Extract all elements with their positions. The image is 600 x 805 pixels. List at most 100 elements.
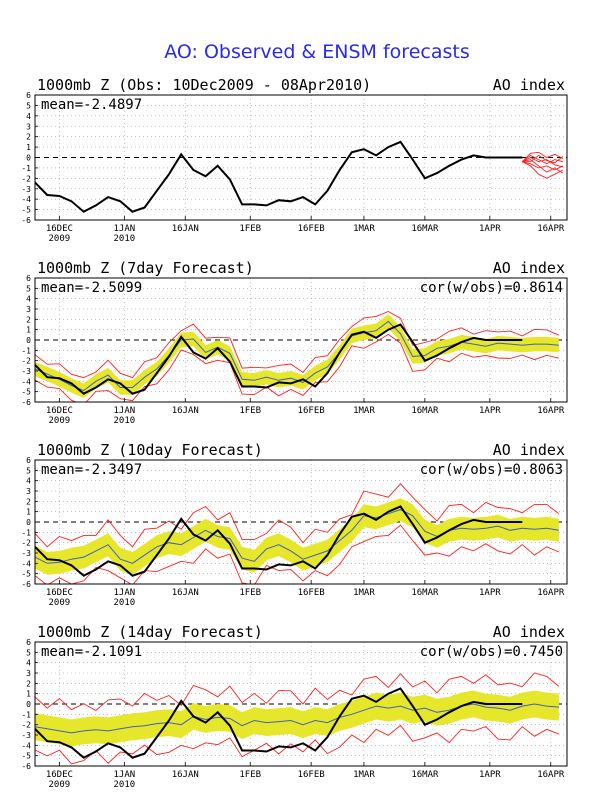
- x-tick-label: 16MAR: [411, 588, 439, 598]
- panel-right-label: AO index: [493, 259, 565, 277]
- x-tick-label: 1FEB: [239, 770, 261, 780]
- panel-title: 1000mb Z (14day Forecast): [37, 623, 263, 641]
- mean-label: mean=-2.4897: [41, 97, 142, 113]
- spread-band: [35, 498, 559, 575]
- y-tick-label: -2: [21, 721, 31, 730]
- x-tick-label: 16JAN: [172, 770, 199, 780]
- x-tick-label: 1JAN: [113, 406, 135, 416]
- y-tick-label: 0: [26, 518, 31, 527]
- y-tick-label: 3: [26, 487, 31, 496]
- y-tick-label: -5: [21, 388, 31, 397]
- x-tick-label: 16FEB: [298, 770, 325, 780]
- y-tick-label: 6: [26, 638, 31, 647]
- x-tick-year-label: 2010: [113, 234, 135, 244]
- y-tick-label: 1: [26, 508, 31, 517]
- y-tick-label: 2: [26, 315, 31, 324]
- correlation-label: cor(w/obs)=0.8063: [420, 462, 563, 478]
- y-tick-label: -4: [21, 195, 31, 204]
- y-tick-label: 1: [26, 690, 31, 699]
- y-tick-label: 2: [26, 133, 31, 142]
- x-tick-year-label: 2009: [49, 780, 71, 790]
- y-tick-label: -6: [21, 762, 31, 771]
- y-tick-label: -2: [21, 357, 31, 366]
- upper-envelope-line: [35, 672, 560, 712]
- y-tick-label: 2: [26, 679, 31, 688]
- panel-right-label: AO index: [493, 441, 565, 459]
- y-tick-label: -5: [21, 752, 31, 761]
- spread-band: [35, 690, 559, 747]
- lower-envelope-line: [35, 333, 560, 402]
- y-tick-label: 0: [26, 154, 31, 163]
- x-tick-label: 16MAR: [411, 406, 439, 416]
- observed-line: [35, 505, 523, 577]
- y-tick-label: 0: [26, 336, 31, 345]
- x-tick-label: 1JAN: [113, 224, 135, 234]
- mean-label: mean=-2.5099: [41, 280, 142, 296]
- x-tick-year-label: 2009: [49, 234, 71, 244]
- x-tick-label: 1JAN: [113, 770, 135, 780]
- y-tick-label: -6: [21, 216, 31, 225]
- x-tick-label: 16FEB: [298, 406, 325, 416]
- x-tick-label: 16MAR: [411, 770, 439, 780]
- x-tick-label: 1FEB: [239, 406, 261, 416]
- y-tick-label: 2: [26, 497, 31, 506]
- y-tick-label: 5: [26, 466, 31, 475]
- y-tick-label: 4: [26, 112, 31, 121]
- x-tick-label: 16JAN: [172, 224, 199, 234]
- x-tick-label: 16FEB: [298, 588, 325, 598]
- mean-label: mean=-2.3497: [41, 462, 142, 478]
- upper-envelope-line: [35, 483, 560, 548]
- x-tick-year-label: 2010: [113, 598, 135, 608]
- panel-title: 1000mb Z (Obs: 10Dec2009 - 08Apr2010): [37, 76, 371, 94]
- x-tick-label: 16JAN: [172, 588, 199, 598]
- x-tick-label: 16APR: [537, 224, 565, 234]
- grid: [35, 95, 567, 220]
- ensemble-mean-line: [35, 703, 559, 734]
- y-tick-label: 3: [26, 305, 31, 314]
- plot-area: [35, 311, 560, 402]
- y-tick-label: -2: [21, 539, 31, 548]
- x-tick-label: 1FEB: [239, 224, 261, 234]
- y-tick-label: -4: [21, 741, 31, 750]
- x-tick-label: 1MAR: [353, 770, 375, 780]
- x-tick-label: 16JAN: [172, 406, 199, 416]
- x-tick-label: 1MAR: [353, 224, 375, 234]
- x-tick-label: 1FEB: [239, 588, 261, 598]
- lower-envelope-line: [35, 724, 560, 765]
- y-tick-label: 5: [26, 101, 31, 110]
- panel-title: 1000mb Z (10day Forecast): [37, 441, 263, 459]
- ensemble-mean-line: [35, 509, 559, 564]
- y-tick-label: 4: [26, 659, 31, 668]
- chart-panel-4: 1000mb Z (14day Forecast) AO index mean=-2…: [21, 623, 568, 790]
- correlation-label: cor(w/obs)=0.8614: [420, 280, 563, 296]
- plot-area: [35, 672, 560, 765]
- x-tick-year-label: 2009: [49, 598, 71, 608]
- correlation-label: cor(w/obs)=0.7450: [420, 644, 563, 660]
- x-tick-label: 16DEC: [46, 224, 73, 234]
- observed-line: [35, 323, 523, 395]
- y-tick-label: -1: [21, 164, 31, 173]
- y-tick-label: 3: [26, 122, 31, 131]
- y-tick-label: -3: [21, 367, 31, 376]
- plot-area: [35, 483, 560, 584]
- panel-right-label: AO index: [493, 76, 565, 94]
- x-tick-label: 16FEB: [298, 224, 325, 234]
- y-tick-label: 3: [26, 669, 31, 678]
- forecast-member-line: [522, 161, 564, 179]
- x-tick-year-label: 2010: [113, 780, 135, 790]
- panel-right-label: AO index: [493, 623, 565, 641]
- y-tick-label: -4: [21, 377, 31, 386]
- panel-title: 1000mb Z (7day Forecast): [37, 259, 254, 277]
- x-tick-label: 1APR: [479, 588, 501, 598]
- y-tick-label: 6: [26, 91, 31, 100]
- chart-panel-1: 1000mb Z (Obs: 10Dec2009 - 08Apr2010) AO …: [21, 76, 568, 244]
- x-tick-label: 16DEC: [46, 406, 73, 416]
- forecast-member-line: [522, 154, 564, 165]
- y-tick-label: -1: [21, 346, 31, 355]
- x-tick-label: 16MAR: [411, 224, 439, 234]
- y-tick-label: 5: [26, 648, 31, 657]
- y-tick-label: -5: [21, 570, 31, 579]
- x-tick-label: 1APR: [479, 406, 501, 416]
